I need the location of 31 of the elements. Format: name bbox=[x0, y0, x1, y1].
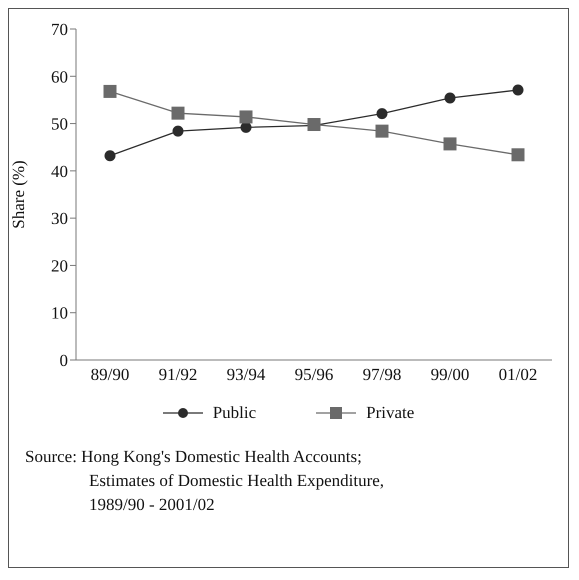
y-tick-label: 70 bbox=[51, 20, 68, 40]
point bbox=[376, 124, 388, 138]
point bbox=[240, 122, 252, 133]
point bbox=[512, 84, 524, 96]
x-tick-label: 93/94 bbox=[226, 365, 266, 384]
y-tick-label: 30 bbox=[51, 209, 68, 228]
y-axis-title: Share (%) bbox=[9, 160, 28, 229]
y-tick-label: 60 bbox=[51, 67, 68, 86]
x-tick-label: 95/96 bbox=[294, 365, 334, 384]
x-tick-label: 89/90 bbox=[90, 365, 130, 384]
y-tick-label: 0 bbox=[60, 351, 68, 370]
x-tick-label: 91/92 bbox=[158, 365, 198, 384]
point bbox=[444, 137, 456, 150]
point bbox=[376, 108, 388, 120]
point bbox=[172, 126, 184, 137]
point bbox=[240, 110, 252, 124]
point bbox=[172, 106, 184, 120]
x-tick-label: 01/02 bbox=[498, 365, 538, 384]
y-tick-label: 40 bbox=[51, 162, 68, 181]
legend-label: Private bbox=[366, 403, 414, 423]
y-tick-label: 50 bbox=[51, 114, 68, 134]
source-note: Source: Hong Kong's Domestic Health Accounts; Estimates of Domestic Health Expenditure, 1989/90 - 2001/02 bbox=[25, 446, 386, 516]
y-tick-label: 20 bbox=[51, 256, 68, 276]
point bbox=[104, 84, 116, 98]
point bbox=[104, 150, 116, 162]
point bbox=[444, 92, 456, 104]
legend-label: Public bbox=[212, 403, 256, 423]
point bbox=[512, 148, 524, 162]
x-tick-label: 97/98 bbox=[362, 365, 402, 384]
y-tick-label: 10 bbox=[51, 304, 68, 323]
x-tick-label: 99/00 bbox=[430, 365, 470, 384]
